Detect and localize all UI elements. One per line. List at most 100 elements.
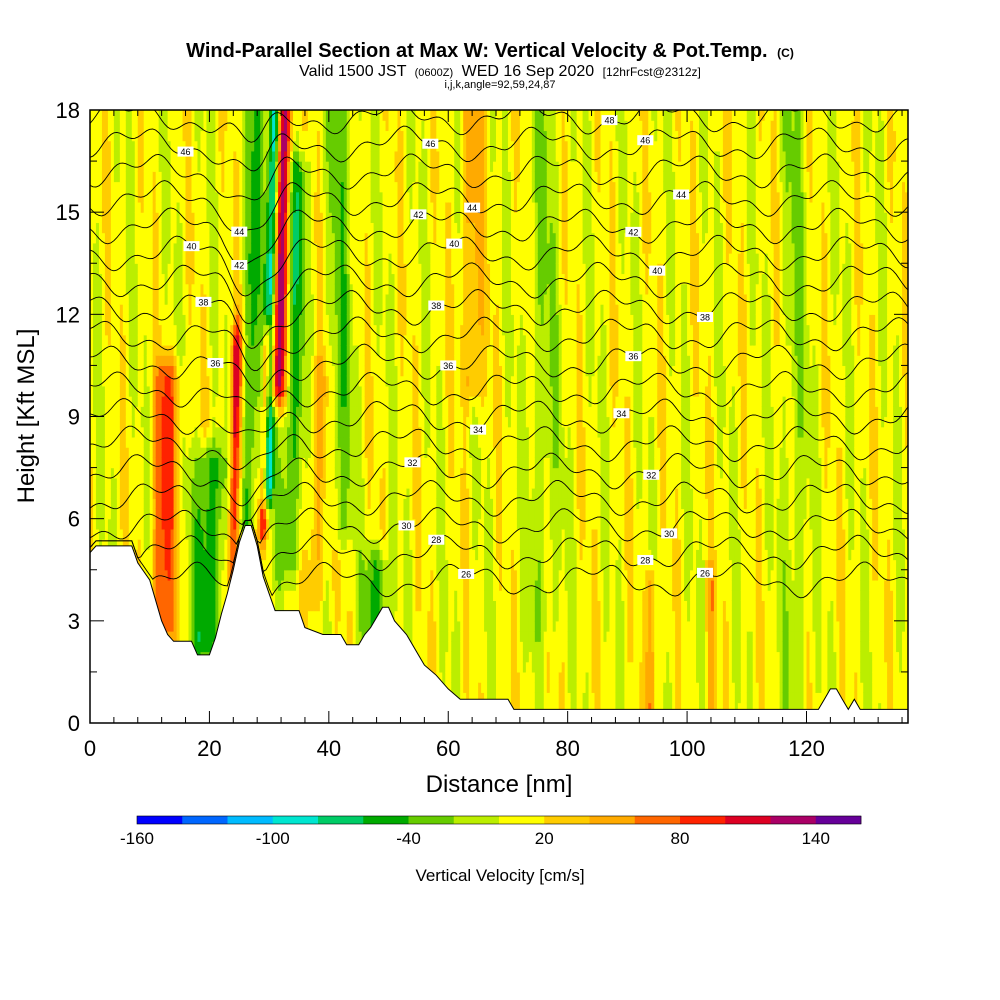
w-cell xyxy=(287,161,291,172)
w-cell xyxy=(98,385,103,397)
w-cell xyxy=(98,457,103,469)
w-cell xyxy=(128,293,133,305)
w-cell xyxy=(152,120,157,132)
w-cell xyxy=(272,304,276,315)
w-cell xyxy=(131,171,136,183)
w-cell xyxy=(167,406,172,418)
w-cell xyxy=(206,416,211,428)
w-cell xyxy=(310,232,315,244)
w-cell xyxy=(176,549,181,561)
w-cell xyxy=(313,467,318,479)
w-cell xyxy=(284,436,288,448)
w-cell xyxy=(107,293,112,305)
w-cell xyxy=(304,385,309,397)
w-cell xyxy=(194,263,199,275)
w-cell xyxy=(230,549,234,561)
w-cell xyxy=(110,232,115,244)
w-cell xyxy=(260,140,264,152)
w-cell xyxy=(260,253,264,264)
w-cell xyxy=(307,120,312,132)
w-cell xyxy=(152,324,157,336)
w-cell xyxy=(287,365,291,377)
w-cell xyxy=(212,477,216,489)
w-cell xyxy=(116,161,121,172)
w-cell xyxy=(227,242,231,254)
w-cell xyxy=(95,181,100,193)
w-cell xyxy=(248,508,252,520)
w-cell xyxy=(146,222,151,234)
w-cell xyxy=(170,324,175,336)
w-cell xyxy=(254,355,258,367)
w-cell xyxy=(203,355,208,367)
w-cell xyxy=(260,242,264,254)
w-cell xyxy=(98,212,103,223)
w-cell xyxy=(319,600,324,612)
w-cell xyxy=(179,610,184,622)
w-cell xyxy=(233,467,237,479)
w-cell xyxy=(331,355,336,367)
w-cell xyxy=(212,293,216,305)
w-cell xyxy=(176,508,181,520)
w-cell xyxy=(116,130,121,142)
w-cell xyxy=(197,304,202,315)
w-cell xyxy=(227,365,231,377)
w-cell xyxy=(218,263,222,275)
w-cell xyxy=(191,161,196,172)
w-cell xyxy=(182,324,187,336)
w-cell xyxy=(242,232,246,244)
w-cell xyxy=(316,130,321,142)
w-cell xyxy=(293,344,297,356)
w-cell xyxy=(182,181,187,193)
w-cell xyxy=(191,569,196,581)
w-cell xyxy=(203,569,208,581)
w-cell xyxy=(131,406,136,418)
w-cell xyxy=(230,232,234,244)
w-cell xyxy=(200,150,205,162)
w-cell xyxy=(140,365,145,377)
w-cell xyxy=(251,222,255,234)
w-cell xyxy=(161,324,166,336)
w-cell xyxy=(173,120,178,132)
w-cell xyxy=(245,416,249,428)
w-cell xyxy=(313,508,318,520)
w-cell xyxy=(257,416,261,428)
w-cell xyxy=(113,293,118,305)
w-cell xyxy=(206,385,211,397)
w-cell xyxy=(110,334,115,346)
w-cell xyxy=(125,508,130,520)
w-cell xyxy=(209,508,214,520)
w-cell xyxy=(236,293,240,305)
w-cell xyxy=(182,436,187,448)
w-cell xyxy=(158,498,163,510)
w-cell xyxy=(203,130,208,142)
w-cell xyxy=(206,171,211,183)
w-cell xyxy=(257,375,261,387)
w-cell xyxy=(233,273,237,285)
w-cell xyxy=(206,539,211,550)
w-cell xyxy=(173,539,178,550)
w-cell xyxy=(257,181,261,193)
w-cell xyxy=(98,344,103,356)
w-cell xyxy=(293,508,297,520)
w-cell xyxy=(131,436,136,448)
w-cell xyxy=(221,406,225,418)
w-cell xyxy=(313,620,318,632)
w-cell xyxy=(92,375,97,387)
w-cell xyxy=(140,406,145,418)
w-cell xyxy=(275,396,279,407)
w-cell xyxy=(173,549,178,561)
w-cell xyxy=(164,375,169,387)
w-cell xyxy=(251,334,255,346)
w-cell xyxy=(316,600,321,612)
w-cell xyxy=(251,130,255,142)
w-cell xyxy=(284,150,288,162)
w-cell xyxy=(170,600,175,612)
w-cell xyxy=(215,242,219,254)
w-cell xyxy=(287,518,291,530)
w-cell xyxy=(224,283,228,295)
w-cell xyxy=(170,365,175,377)
w-cell xyxy=(161,110,166,121)
w-cell xyxy=(272,406,276,418)
w-cell xyxy=(92,314,97,326)
w-cell xyxy=(137,314,142,326)
